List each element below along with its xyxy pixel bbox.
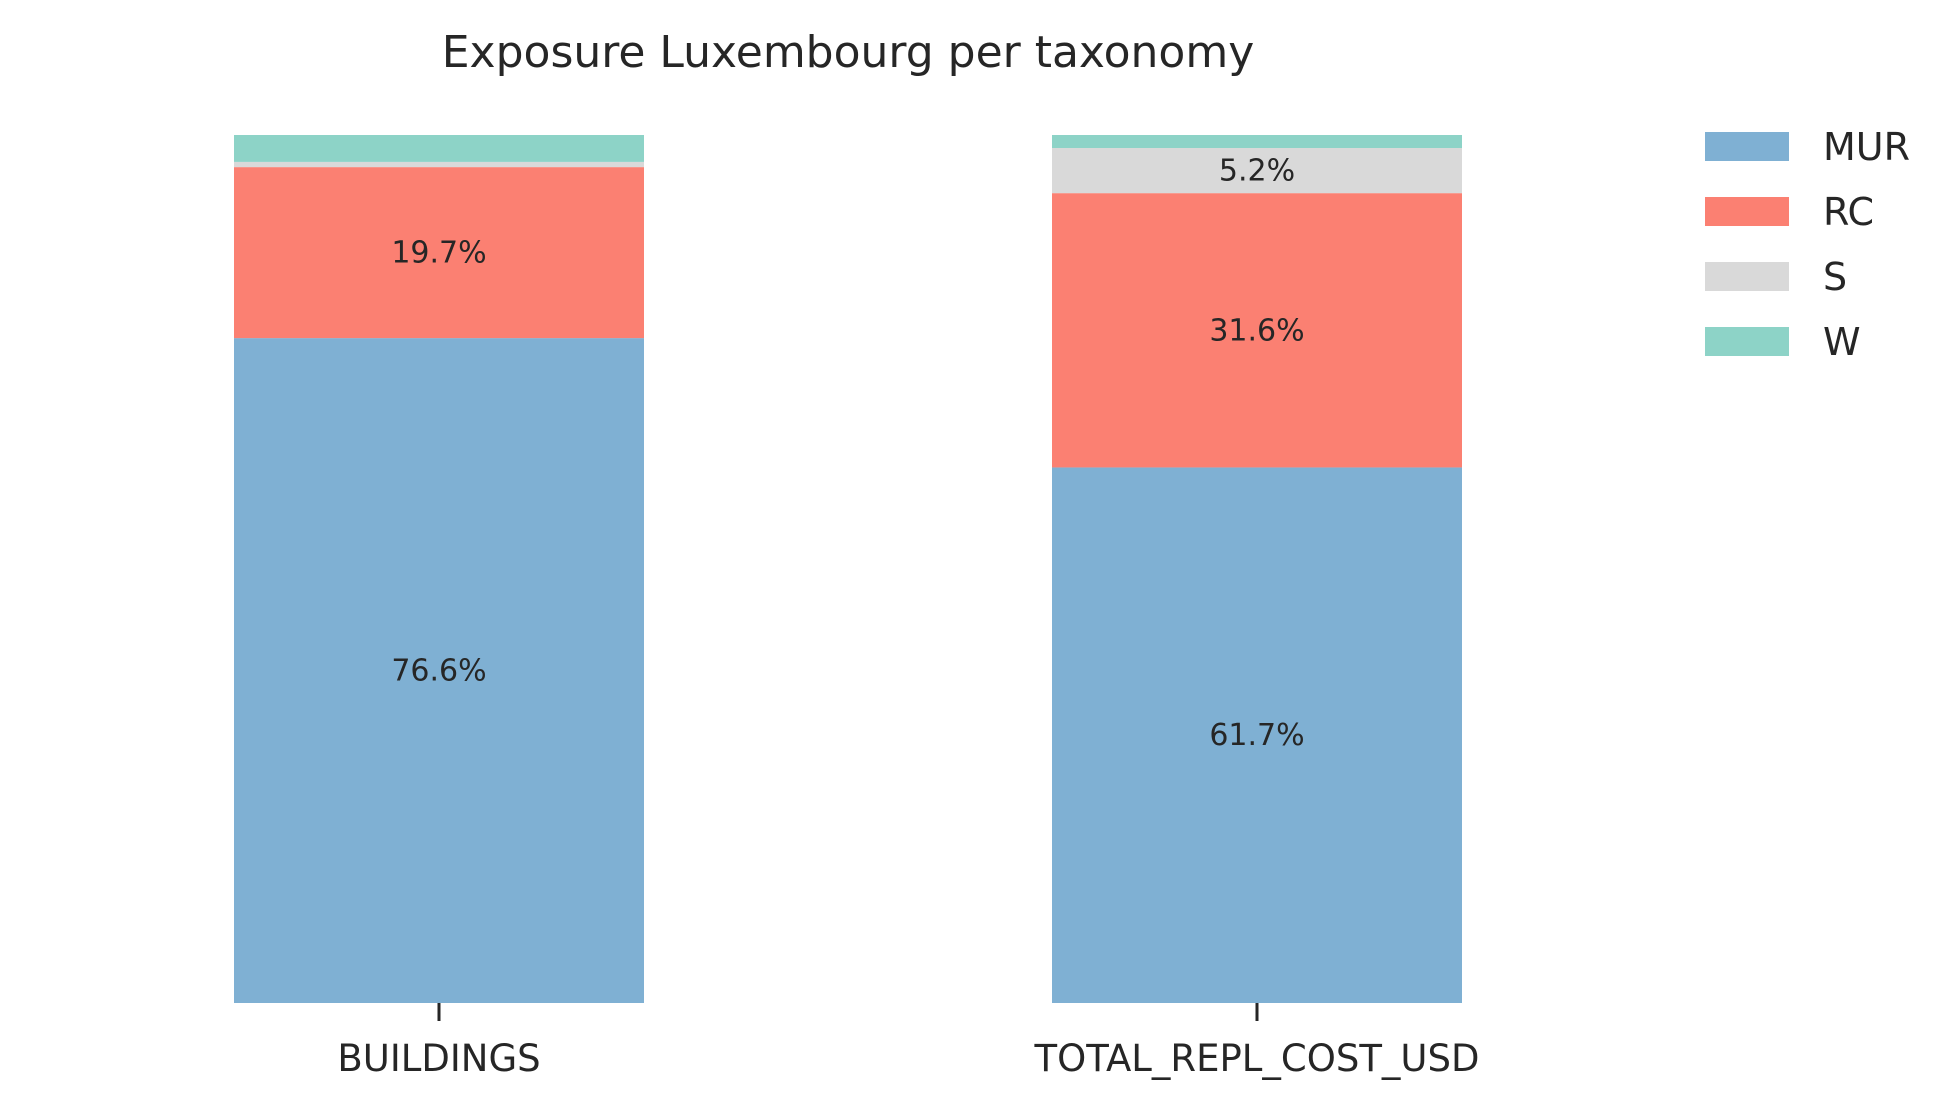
chart-title: Exposure Luxembourg per taxonomy bbox=[442, 27, 1255, 78]
legend-swatch-rc bbox=[1705, 197, 1789, 226]
legend-swatch-w bbox=[1705, 327, 1789, 356]
bar-segment-w-buildings bbox=[234, 135, 644, 162]
legend-label-mur: MUR bbox=[1823, 125, 1910, 169]
legend-label-s: S bbox=[1823, 255, 1847, 299]
x-tick-label: TOTAL_REPL_COST_USD bbox=[1034, 1037, 1480, 1080]
bar-segment-s-total_repl_cost_usd bbox=[1052, 148, 1462, 194]
legend: MUR RC SW bbox=[1705, 125, 1910, 364]
legend-swatch-s bbox=[1705, 262, 1789, 291]
bar-segment-w-total_repl_cost_usd bbox=[1052, 135, 1462, 149]
bar-segment-mur-buildings bbox=[234, 338, 644, 1003]
bars-layer bbox=[234, 135, 1462, 1004]
bar-segment-rc-total_repl_cost_usd bbox=[1052, 193, 1462, 468]
bar-segment-s-buildings bbox=[234, 161, 644, 168]
legend-label-rc: RC bbox=[1823, 190, 1874, 234]
data-label-rc-buildings: 19.7% bbox=[391, 236, 486, 271]
legend-swatch-mur bbox=[1705, 132, 1789, 161]
bar-segment-rc-buildings bbox=[234, 167, 644, 339]
data-label-mur-total_repl_cost_usd: 61.7% bbox=[1209, 718, 1304, 753]
x-axis: BUILDINGS TOTAL_REPL_COST_USD bbox=[337, 1003, 1480, 1080]
x-tick-label: BUILDINGS bbox=[337, 1037, 540, 1080]
data-label-mur-buildings: 76.6% bbox=[391, 654, 486, 689]
data-labels-layer: 76.6% 19.7% 61.7% 31.6% 5.2% bbox=[391, 154, 1304, 754]
data-label-s-total_repl_cost_usd: 5.2% bbox=[1219, 154, 1295, 189]
bar-segment-mur-total_repl_cost_usd bbox=[1052, 467, 1462, 1004]
legend-label-w: W bbox=[1823, 320, 1861, 364]
data-label-rc-total_repl_cost_usd: 31.6% bbox=[1209, 313, 1304, 348]
